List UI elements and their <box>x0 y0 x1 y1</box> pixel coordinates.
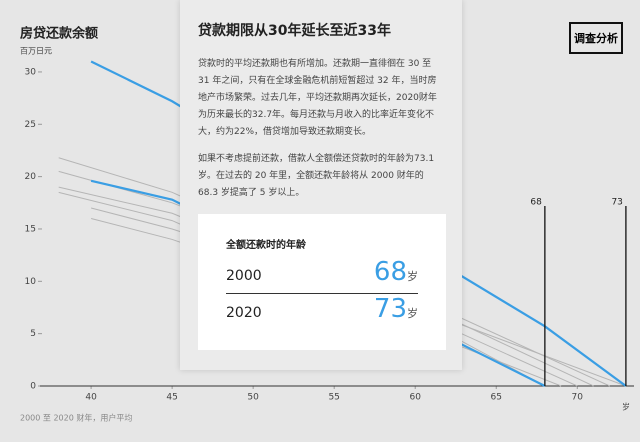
reference-label: 68 <box>530 198 542 208</box>
info-panel: 贷款期限从30年延长至近33年 贷款时的平均还款期也有所增加。还款期一直徘徊在 … <box>180 0 462 370</box>
x-tick-label: 65 <box>491 393 502 403</box>
y-unit: 百万日元 <box>20 47 52 56</box>
year: 2000 <box>226 268 262 284</box>
panel-title: 贷款期限从30年延长至近33年 <box>198 23 391 39</box>
age-row: 2000 68岁 <box>226 257 418 294</box>
y-tick-label: 10 <box>25 277 37 287</box>
age-row: 2020 73岁 <box>226 294 418 330</box>
y-tick-label: 5 <box>30 329 36 339</box>
x-tick-label: 45 <box>166 393 177 403</box>
year: 2020 <box>226 305 262 321</box>
unit: 岁 <box>407 307 418 320</box>
paragraph: 如果不考虑提前还款，借款人全额偿还贷款时的年龄为73.1岁。在过去的 20 年里… <box>198 154 435 198</box>
y-tick-label: 15 <box>25 224 36 234</box>
x-tick-label: 50 <box>247 393 259 403</box>
age: 68 <box>373 257 407 287</box>
note: 2000 至 2020 财年，用户平均 <box>20 413 132 423</box>
analysis-button[interactable]: 调查分析 <box>569 22 623 54</box>
age: 73 <box>373 294 407 324</box>
x-tick-label: 40 <box>85 393 97 403</box>
reference-label: 73 <box>611 198 622 208</box>
y-tick-label: 20 <box>25 172 37 182</box>
x-tick-label: 60 <box>409 393 421 403</box>
x-unit: 岁 <box>622 402 630 412</box>
x-tick-label: 70 <box>572 393 584 403</box>
paragraph: 贷款时的平均还款期也有所增加。还款期一直徘徊在 30 至 31 年之间，只有在全… <box>198 59 437 137</box>
y-tick-label: 30 <box>25 67 37 77</box>
box-title: 全额还款时的年龄 <box>226 240 306 251</box>
chart-title: 房贷还款余额 <box>20 26 98 42</box>
y-tick-label: 0 <box>30 382 36 392</box>
age-box: 全额还款时的年龄 2000 68岁 2020 73岁 <box>198 214 446 350</box>
x-tick-label: 55 <box>328 393 339 403</box>
unit: 岁 <box>407 270 418 283</box>
y-tick-label: 25 <box>25 120 36 130</box>
